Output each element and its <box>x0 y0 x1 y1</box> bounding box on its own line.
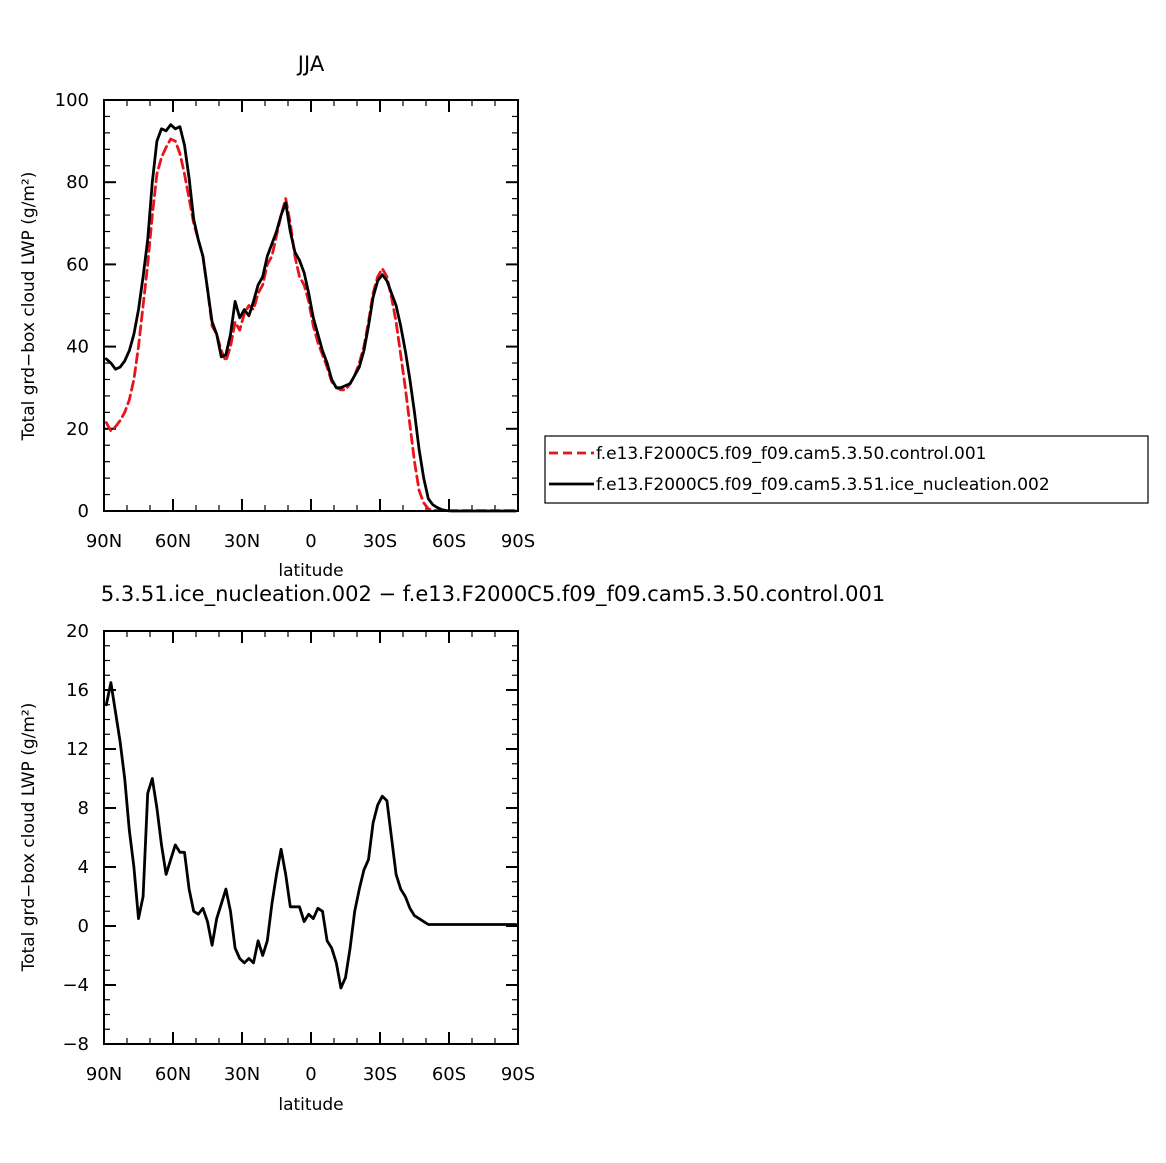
bottom-x-tick-labels: 90N 60N 30N 0 30S 60S 90S <box>86 1064 535 1085</box>
top-series-line-0 <box>104 137 518 513</box>
top-x-tick-label: 0 <box>305 531 316 552</box>
legend: f.e13.F2000C5.f09_f09.cam5.3.50.control.… <box>544 435 1149 504</box>
bottom-series <box>104 681 518 990</box>
top-y-tick-label: 40 <box>66 337 89 358</box>
top-x-tick-label: 30S <box>363 531 397 552</box>
bottom-y-tick-label: 16 <box>66 680 89 701</box>
top-y-tick-label: 100 <box>55 90 89 111</box>
top-x-axis-label: latitude <box>278 561 343 581</box>
top-y-tick-label: 20 <box>66 419 89 440</box>
bottom-y-tick-label: 20 <box>66 621 89 642</box>
bottom-chart-title: 5.3.51.ice_nucleation.002 − f.e13.F2000C… <box>101 582 885 607</box>
top-x-tick-label: 60S <box>432 531 466 552</box>
panel-bottom: 5.3.51.ice_nucleation.002 − f.e13.F2000C… <box>19 582 885 1115</box>
top-series <box>104 123 518 513</box>
top-y-tick-label: 60 <box>66 254 89 275</box>
bottom-x-tick-label: 60N <box>155 1064 191 1085</box>
bottom-series-line-0 <box>104 681 518 990</box>
bottom-x-tick-label: 60S <box>432 1064 466 1085</box>
panel-top: JJA Total grd−box cloud LWP (g/m²) latit… <box>19 52 1149 581</box>
bottom-y-tick-label: 8 <box>78 798 89 819</box>
bottom-y-tick-label: 12 <box>66 739 89 760</box>
bottom-x-tick-label: 90S <box>501 1064 535 1085</box>
bottom-x-tick-label: 30S <box>363 1064 397 1085</box>
bottom-x-tick-label: 30N <box>224 1064 260 1085</box>
bottom-y-tick-label: 4 <box>78 857 89 878</box>
legend-label-ice-nucleation: f.e13.F2000C5.f09_f09.cam5.3.51.ice_nucl… <box>596 475 1050 495</box>
top-x-tick-label: 60N <box>155 531 191 552</box>
top-y-axis-label: Total grd−box cloud LWP (g/m²) <box>19 172 39 442</box>
bottom-y-tick-label: −4 <box>62 975 89 996</box>
top-series-line-1 <box>104 123 518 513</box>
top-y-tick-labels: 0 20 40 60 80 100 <box>55 90 89 522</box>
top-x-tick-labels: 90N 60N 30N 0 30S 60S 90S <box>86 531 535 552</box>
bottom-x-tick-label: 90N <box>86 1064 122 1085</box>
bottom-plot-frame <box>103 630 519 1045</box>
bottom-y-axis-label: Total grd−box cloud LWP (g/m²) <box>19 703 39 973</box>
bottom-y-tick-label: −8 <box>62 1034 89 1055</box>
top-x-tick-label: 30N <box>224 531 260 552</box>
bottom-x-tick-label: 0 <box>305 1064 316 1085</box>
top-y-tick-label: 0 <box>78 501 89 522</box>
bottom-x-axis-label: latitude <box>278 1095 343 1115</box>
bottom-y-tick-label: 0 <box>78 916 89 937</box>
top-chart-title: JJA <box>296 52 325 76</box>
legend-label-control: f.e13.F2000C5.f09_f09.cam5.3.50.control.… <box>596 444 987 464</box>
bottom-y-tick-labels: −8 −4 0 4 8 12 16 20 <box>62 621 89 1055</box>
top-y-tick-label: 80 <box>66 172 89 193</box>
top-x-tick-label: 90S <box>501 531 535 552</box>
top-plot-frame <box>103 99 519 512</box>
bottom-ticks <box>103 630 519 1045</box>
legend-box <box>544 435 1149 504</box>
top-x-tick-label: 90N <box>86 531 122 552</box>
